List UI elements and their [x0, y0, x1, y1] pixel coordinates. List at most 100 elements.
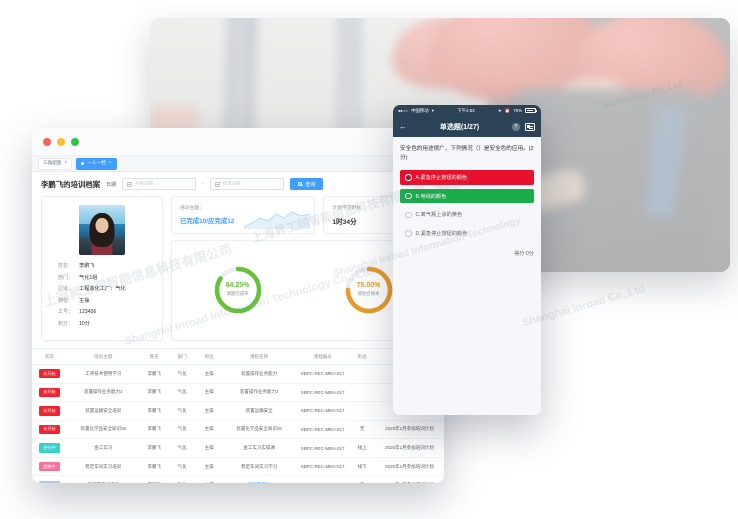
- start-date-input[interactable]: 开始日期: [122, 178, 197, 190]
- tab-label: 三角配图: [43, 160, 62, 166]
- table-row[interactable]: 进行中 金工实习 李鹏飞 气化 主操 金工实习实操课 SBPC-REC-MEH-017 线上 2…: [32, 438, 444, 458]
- name-cell: 李鹏飞: [139, 364, 169, 384]
- window-close-button[interactable]: [43, 137, 51, 146]
- table-row[interactable]: 未开始 工序技术使用学习 李鹏飞 气化 主操 装置操作业务能力 SBPC-REC-MEH-0…: [32, 364, 444, 384]
- profile-field-key: 岗位：: [57, 297, 73, 304]
- wifi-icon: ▾: [431, 107, 434, 113]
- profile-field-key: 区域：: [57, 286, 73, 292]
- mode-cell: 无: [349, 420, 375, 440]
- course-link[interactable]: 装配车实训: [248, 482, 271, 483]
- help-icon[interactable]: ?: [512, 122, 520, 131]
- profile-field-value: 气化1组: [79, 274, 98, 281]
- clock-label: 下午4:53: [457, 107, 475, 113]
- profile-field-row: 积分： 10分: [51, 320, 153, 327]
- table-column-header: 课程编号: [295, 349, 350, 365]
- table-row[interactable]: 未开始 装置化学品安全知识06 李鹏飞 气化 主操 装置化学品安全知识06 SBPC-REC…: [32, 420, 444, 440]
- profile-field-value: 10分: [79, 320, 90, 327]
- alarm-icon: ⏰: [504, 107, 511, 113]
- radio-icon[interactable]: [405, 192, 412, 200]
- phone-navbar: ← 单选题(1/27) ?: [393, 116, 541, 137]
- training-topic-value: 已完成10/应完成12: [180, 218, 235, 225]
- dept-cell: 气化: [168, 364, 196, 384]
- course-cell[interactable]: 装配车实训: [222, 475, 296, 483]
- status-cell: 未开始: [32, 383, 67, 403]
- end-date-input[interactable]: 结束日期: [209, 178, 284, 190]
- question-text: 安全色的用途很广，下列情况（）是安全色的应用。(2分): [400, 146, 534, 162]
- quiz-title: 单选题(1/27): [439, 123, 480, 131]
- quiz-option-b[interactable]: B.电线的颜色: [400, 189, 534, 204]
- calendar-icon: [127, 181, 133, 187]
- code-cell: SBPC-REC-MEH-017: [295, 475, 350, 483]
- quiz-option-d[interactable]: D.紧急停止按钮的颜色: [400, 227, 534, 241]
- query-button[interactable]: 查询: [289, 178, 324, 190]
- post-cell: 主操: [195, 364, 223, 384]
- quiz-option-c[interactable]: C.氧气瓶上涂的黄色: [400, 208, 534, 222]
- score-label: 得分:0分: [514, 250, 534, 257]
- status-badge: 已完成: [39, 480, 60, 483]
- course-cell: 装置操作业务能力2: [222, 383, 296, 403]
- profile-field-value: 工程造化工厂：气化: [79, 286, 126, 292]
- sparkline-chart: [244, 211, 311, 229]
- donut-caption: 测验合格率: [357, 290, 380, 296]
- table-row[interactable]: 超期中 稳定车间实习培训 李鹏飞 气化 主操 稳定车间实习学习 SBPC-REC-MEH-0…: [32, 457, 444, 477]
- profile-field-row: 岗位： 主操: [51, 297, 153, 304]
- post-cell: 主操: [195, 401, 223, 421]
- course-cell: 装置操作业务能力: [222, 364, 296, 384]
- search-icon: [297, 181, 303, 187]
- table-column-header: 岗位: [195, 349, 223, 365]
- date-range-label: 日期: [106, 181, 117, 188]
- mode-cell: 线上: [349, 438, 375, 458]
- window-titlebar: [32, 128, 444, 156]
- avatar[interactable]: [79, 205, 125, 255]
- table-column-header: 课程名称: [222, 349, 296, 365]
- name-cell: 李鹏飞: [139, 383, 169, 403]
- status-badge: 超期中: [39, 462, 60, 472]
- tab-sanjiao-peitu[interactable]: 三角配图 ×: [38, 157, 73, 170]
- quiz-option-label: C.氧气瓶上涂的黄色: [415, 212, 463, 219]
- window-minimize-button[interactable]: [57, 137, 65, 146]
- mode-cell: [349, 383, 375, 403]
- code-cell: SBPC-REC-MEH-017: [295, 420, 350, 440]
- radio-icon[interactable]: [405, 174, 412, 181]
- code-cell: SBPC-REC-MEH-017: [295, 438, 350, 458]
- post-cell: 主操: [195, 420, 223, 440]
- date-range-separator: -: [202, 181, 204, 187]
- tab-close-icon[interactable]: ×: [64, 160, 68, 166]
- donut-caption: 课题完成率: [226, 290, 249, 296]
- date-cell: 2020年1月参加培训计划: [374, 438, 444, 458]
- back-arrow-icon[interactable]: ←: [399, 121, 407, 131]
- table-row[interactable]: 未开始 装置操作业务能力2 李鹏飞 气化 主操 装置操作业务能力2 SBPC-REC-MEH…: [32, 383, 444, 403]
- donut-percent: 84.25%: [225, 282, 250, 290]
- date-cell: 2020年1月参加培训计划: [374, 457, 444, 477]
- post-cell: 主操: [195, 438, 223, 458]
- window-maximize-button[interactable]: [71, 137, 79, 146]
- answer-card-icon[interactable]: [525, 122, 535, 131]
- table-row[interactable]: 未开始 装置运输安全培训 李鹏飞 气化 主操 装置运输安全 SBPC-REC-MEH-017: [32, 401, 444, 421]
- tab-label: 一人一档: [87, 160, 106, 166]
- training-topic-label: 培训主题：: [180, 206, 204, 211]
- dept-cell: 气化: [168, 438, 196, 458]
- topic-cell: 装配车实习培训: [66, 475, 140, 483]
- calendar-icon: [214, 181, 220, 187]
- dept-cell: 气化: [168, 420, 196, 440]
- tab-yiren-yidang[interactable]: 一人一档 ×: [76, 157, 117, 170]
- status-cell: 未开始: [32, 364, 67, 384]
- radio-icon[interactable]: [405, 230, 412, 237]
- avatar-face: [95, 218, 109, 233]
- table-column-header: 部门: [168, 349, 196, 365]
- table-row[interactable]: 已完成 装配车实习培训李鹏飞气化主操装配车实训 SBPC-REC-MEH-017无2…: [32, 475, 444, 483]
- code-cell: SBPC-REC-MEH-017: [295, 383, 350, 403]
- signal-icon: ●●○○○: [398, 108, 409, 113]
- profile-field-row: 工号： 123456: [51, 308, 153, 315]
- profile-field-key: 部门：: [57, 274, 73, 281]
- name-cell: 李鹏飞: [139, 457, 169, 477]
- tab-close-icon[interactable]: ×: [108, 160, 112, 166]
- course-cell: 装置运输安全: [222, 401, 296, 421]
- radio-icon[interactable]: [405, 211, 412, 219]
- training-topic-card: 培训主题： 已完成10/应完成12: [171, 196, 316, 234]
- status-cell: 超期中: [32, 457, 67, 477]
- quiz-option-a[interactable]: A.紧急停止按钮的颜色: [400, 170, 534, 185]
- topic-cell: 装置运输安全培训: [66, 401, 140, 421]
- quiz-option-label: B.电线的颜色: [415, 193, 447, 200]
- quiz-body: 安全色的用途很广，下列情况（）是安全色的应用。(2分) A.紧急停止按钮的颜色 B…: [393, 137, 541, 415]
